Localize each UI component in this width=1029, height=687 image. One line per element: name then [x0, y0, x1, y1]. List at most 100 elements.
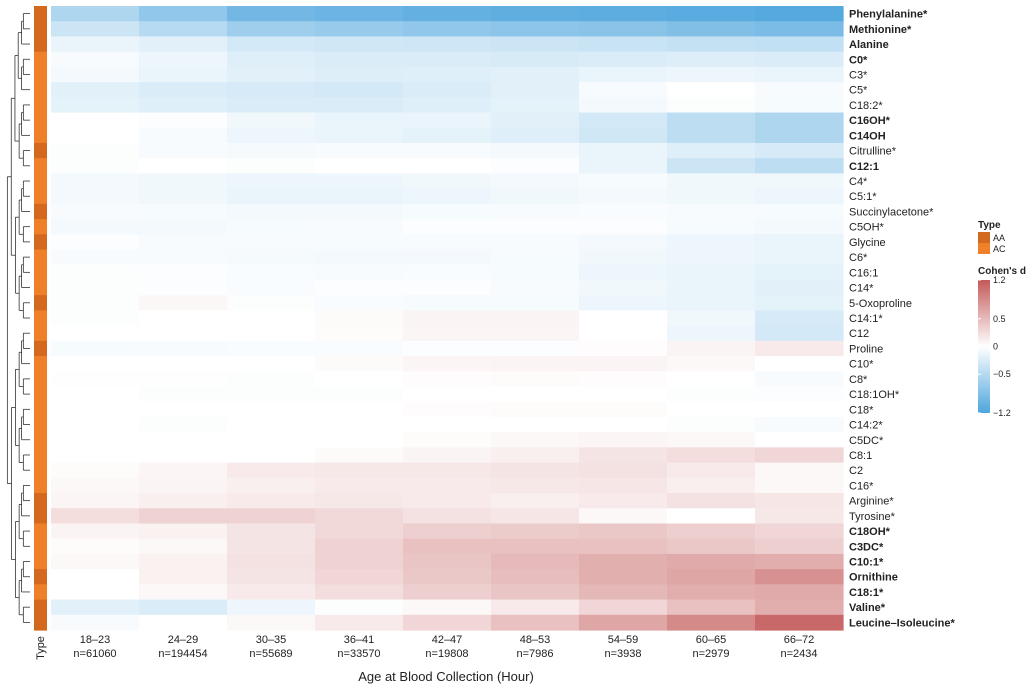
column-n-label: n=55689 [249, 648, 292, 660]
row-label: C12 [849, 328, 869, 340]
heatmap-cell [491, 477, 580, 494]
heatmap-cell [403, 234, 492, 251]
row-label: Glycine [849, 237, 886, 249]
type-legend-label: AA [993, 233, 1005, 243]
heatmap-cell [491, 112, 580, 129]
heatmap-cell [667, 599, 756, 616]
heatmap-cell [491, 310, 580, 327]
heatmap-cell [755, 569, 844, 585]
heatmap-cell [315, 188, 404, 205]
heatmap-cell [667, 66, 756, 83]
type-annotation-cell [34, 249, 47, 266]
heatmap-cell [667, 462, 756, 479]
heatmap-cell [755, 493, 844, 509]
heatmap-cell [579, 36, 668, 53]
heatmap-cell [403, 614, 492, 631]
heatmap-cell [51, 553, 140, 570]
cohens-d-legend: Cohen's d 1.2 0.5 0 −0.5 −1.2 [978, 266, 1026, 418]
heatmap-cell [51, 82, 140, 98]
type-annotation-cell [34, 432, 47, 448]
column-n-label: n=2979 [692, 648, 729, 660]
heatmap-cell [227, 188, 316, 205]
type-annotation-cell [34, 173, 47, 190]
heatmap-cell [139, 432, 228, 448]
heatmap-cell [315, 66, 404, 83]
heatmap-cell [755, 599, 844, 616]
type-annotation-cell [34, 401, 47, 418]
heatmap-cell [315, 432, 404, 448]
heatmap-cell [667, 325, 756, 342]
heatmap-cell [315, 310, 404, 327]
column-age-label: 18–23 [80, 634, 111, 646]
type-annotation-cell [34, 523, 47, 540]
row-label: C18:2* [849, 100, 883, 112]
heatmap-cell [51, 584, 140, 601]
type-annotation-cell [34, 219, 47, 235]
cohens-d-tick-label: −1.2 [993, 408, 1011, 418]
heatmap-cell [315, 112, 404, 129]
heatmap-cell [227, 553, 316, 570]
heatmap-cell [227, 356, 316, 372]
heatmap-cell [491, 127, 580, 144]
heatmap-cell [755, 234, 844, 251]
heatmap-cell [139, 477, 228, 494]
heatmap-cell [139, 599, 228, 616]
heatmap-cell [227, 371, 316, 388]
heatmap-cell [403, 66, 492, 83]
heatmap-cell [579, 584, 668, 601]
heatmap-cell [667, 112, 756, 129]
row-label: C10* [849, 359, 874, 371]
heatmap-cell [51, 599, 140, 616]
heatmap-cell [755, 264, 844, 281]
heatmap-cell [139, 447, 228, 464]
heatmap-cell [755, 447, 844, 464]
heatmap-cell [227, 264, 316, 281]
heatmap-cell [227, 219, 316, 235]
heatmap-cell [139, 553, 228, 570]
heatmap-cell [403, 538, 492, 555]
type-annotation-cell [34, 158, 47, 175]
heatmap-cell [667, 279, 756, 296]
heatmap-cell [491, 569, 580, 585]
heatmap-cell [579, 447, 668, 464]
heatmap-cell [139, 6, 228, 22]
heatmap-cell [491, 219, 580, 235]
heatmap-cell [403, 97, 492, 114]
row-label: Arginine* [849, 496, 894, 508]
heatmap-cell [403, 203, 492, 220]
heatmap-cell [403, 219, 492, 235]
heatmap-cell [667, 493, 756, 509]
heatmap-cell [315, 599, 404, 616]
column-age-label: 24–29 [168, 634, 199, 646]
heatmap-cell [403, 325, 492, 342]
heatmap-cell [315, 219, 404, 235]
heatmap-cell [579, 462, 668, 479]
heatmap-cell [491, 142, 580, 159]
heatmap-cell [755, 416, 844, 433]
row-label: Methionine* [849, 24, 912, 36]
heatmap-cell [667, 371, 756, 388]
heatmap-cell [491, 203, 580, 220]
heatmap-cell [755, 477, 844, 494]
row-label: C5DC* [849, 435, 884, 447]
heatmap-cell [755, 371, 844, 388]
heatmap-cell [403, 599, 492, 616]
heatmap-cell [315, 523, 404, 540]
type-annotation-cell [34, 462, 47, 479]
heatmap-cell [667, 401, 756, 418]
column-age-label: 36–41 [344, 634, 375, 646]
heatmap-cell [755, 325, 844, 342]
heatmap-cell [51, 401, 140, 418]
heatmap-cell [51, 432, 140, 448]
row-label: C10:1* [849, 557, 884, 569]
heatmap-cell [579, 97, 668, 114]
heatmap-cell [315, 553, 404, 570]
row-label: Tyrosine* [849, 511, 896, 523]
heatmap-cell [315, 173, 404, 190]
heatmap-cell [403, 416, 492, 433]
heatmap-cell [227, 97, 316, 114]
row-label: C3* [849, 69, 868, 81]
heatmap-cell [139, 508, 228, 525]
heatmap-cell [315, 279, 404, 296]
